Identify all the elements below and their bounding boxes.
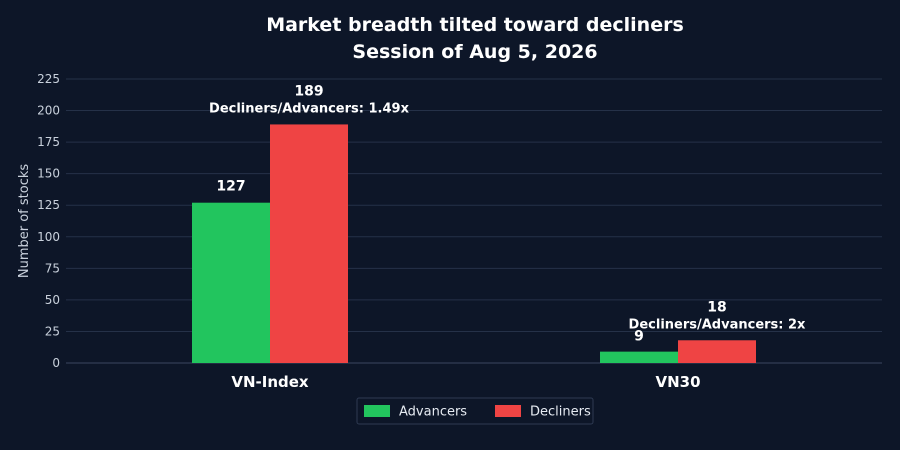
bar-advancers-vn30 [600, 351, 678, 363]
bar-decliners-vn30 [678, 340, 756, 363]
bar-decliners-vn-index [270, 124, 348, 363]
y-tick-label: 225 [37, 72, 60, 86]
legend-swatch-decliners [495, 405, 521, 417]
y-tick-label: 25 [45, 324, 60, 338]
bars [192, 124, 756, 363]
data-labels: 127 189 Decliners/Advancers: 1.49x 9 18 Decli… [209, 83, 806, 344]
y-axis-ticks: 0 25 50 75 100 125 150 175 200 225 [37, 72, 60, 370]
y-tick-label: 75 [45, 261, 60, 275]
legend-swatch-advancers [364, 405, 390, 417]
y-tick-label: 150 [37, 167, 60, 181]
legend-label-decliners: Decliners [530, 405, 591, 420]
y-tick-label: 0 [52, 356, 60, 370]
bar-value-label: 18 [707, 299, 726, 315]
ratio-annotation: Decliners/Advancers: 1.49x [209, 101, 410, 116]
chart-title: Market breadth tilted toward decliners [266, 14, 684, 36]
y-tick-label: 200 [37, 104, 60, 118]
y-tick-label: 125 [37, 198, 60, 212]
legend: Advancers Decliners [356, 397, 594, 425]
legend-label-advancers: Advancers [399, 405, 467, 420]
y-tick-label: 175 [37, 135, 60, 149]
y-axis-title: Number of stocks [17, 164, 32, 279]
y-tick-label: 100 [37, 230, 60, 244]
bar-value-label: 189 [294, 83, 323, 99]
bar-value-label: 127 [216, 179, 245, 195]
y-tick-label: 50 [45, 293, 60, 307]
chart-subtitle: Session of Aug 5, 2026 [352, 41, 597, 63]
ratio-annotation: Decliners/Advancers: 2x [629, 317, 807, 332]
bar-value-label: 9 [634, 329, 644, 345]
x-category-label: VN-Index [231, 373, 309, 391]
bar-advancers-vn-index [192, 202, 270, 363]
legend-box [356, 397, 594, 425]
category-labels: VN-Index VN30 [231, 373, 700, 391]
x-category-label: VN30 [655, 373, 700, 391]
